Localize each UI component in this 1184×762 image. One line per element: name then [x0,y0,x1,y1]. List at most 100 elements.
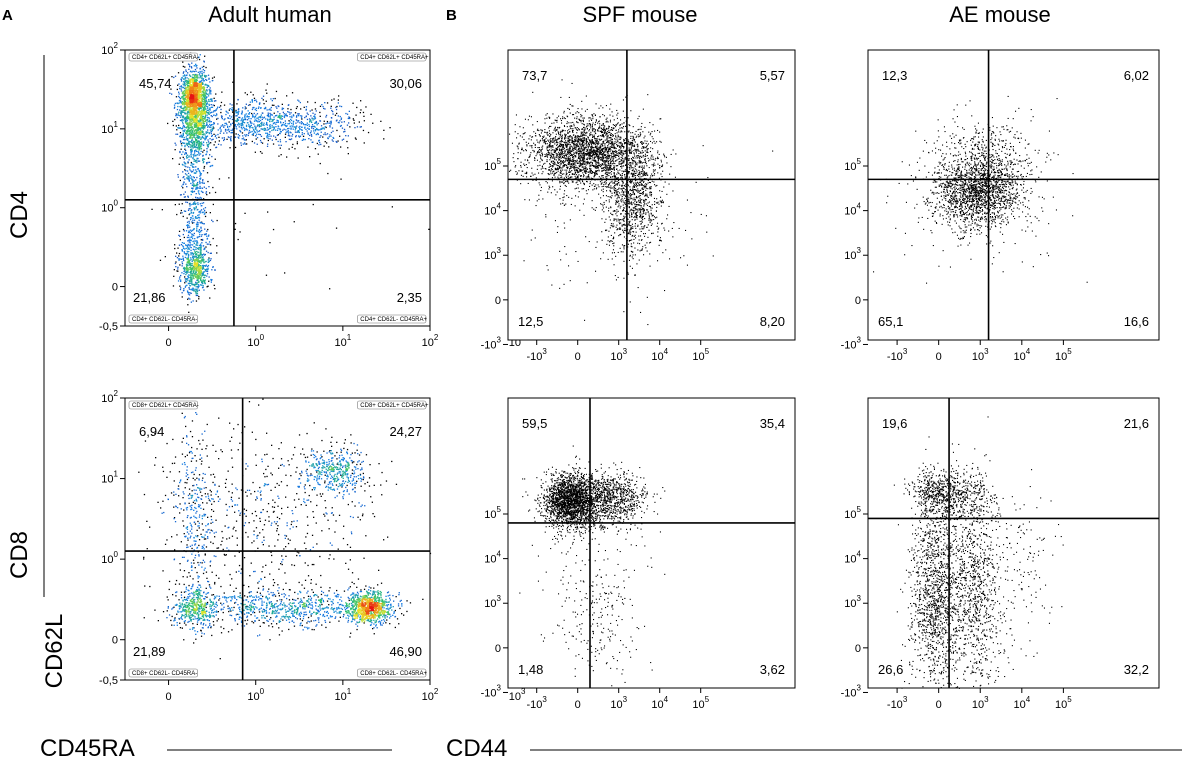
event-dot [189,244,191,246]
event-dot [348,110,350,112]
event-dot [538,134,540,136]
event-dot [180,136,182,138]
event-dot [275,123,277,125]
event-dot [551,177,553,179]
event-dot [339,135,341,137]
event-dot [252,129,255,131]
event-dot [192,84,194,86]
event-dot [339,115,341,118]
event-dot [299,135,302,137]
event-dot [190,148,193,150]
event-dot [276,119,278,121]
event-dot [632,137,634,139]
event-dot [195,101,198,103]
event-dot [209,109,211,111]
event-dot [292,124,294,126]
event-dot [190,80,192,82]
event-dot [241,117,244,119]
event-dot [211,135,213,137]
event-dot [185,143,188,145]
event-dot [286,115,288,117]
event-dot [208,132,210,134]
event-dot [196,188,198,190]
event-dot [282,122,285,124]
event-dot [185,281,188,283]
event-dot [197,265,199,267]
event-dot [192,244,194,246]
event-dot [189,101,191,104]
event-dot [555,133,557,135]
event-dot [193,106,196,108]
event-dot [539,151,541,153]
event-dot [207,259,209,261]
event-dot [312,112,314,114]
event-dot [184,178,186,180]
event-dot [197,261,199,263]
event-dot [199,171,201,173]
event-dot [185,127,188,129]
event-dot [343,128,346,131]
event-dot [563,173,565,175]
event-dot [598,120,600,122]
event-dot [186,284,188,286]
event-dot [183,85,185,87]
event-dot [314,122,316,124]
event-dot [537,141,539,143]
event-dot [251,100,254,102]
event-dot [184,286,186,288]
event-dot [187,99,189,101]
event-dot [183,193,185,195]
event-dot [184,102,186,104]
event-dot [306,130,308,132]
event-dot [182,123,184,125]
event-dot [201,202,203,204]
event-dot [179,179,181,182]
event-dot [188,116,190,118]
event-dot [557,162,559,164]
event-dot [331,127,334,129]
event-dot [191,94,193,97]
event-dot [251,140,253,143]
row-label-cd4: CD4 [6,191,33,239]
event-dot [198,111,200,113]
event-dot [280,154,282,156]
event-dot [200,106,202,108]
event-dot [204,139,206,141]
event-dot [190,252,192,254]
event-dot [294,131,297,133]
event-dot [551,140,553,142]
event-dot [194,283,197,285]
event-dot [544,153,546,155]
event-dot [583,168,585,170]
event-dot [585,166,587,168]
event-dot [570,160,572,162]
event-dot [611,140,613,142]
event-dot [266,114,268,117]
event-dot [196,85,198,88]
event-dot [191,134,193,136]
event-dot [196,288,198,290]
event-dot [194,217,197,219]
event-dot [205,136,207,139]
event-dot [189,259,191,262]
event-dot [558,159,560,161]
event-dot [339,125,342,127]
event-dot [570,122,572,124]
event-dot [194,265,196,268]
event-dot [195,125,197,128]
event-dot [200,127,202,129]
event-dot [272,120,274,122]
event-dot [195,132,197,134]
event-dot [320,131,322,133]
event-dot [209,138,211,140]
event-dot [183,74,186,76]
event-dot [188,106,191,109]
event-dot [389,127,391,129]
event-dot [188,156,190,158]
event-dot [621,143,623,145]
event-dot [265,274,268,276]
event-dot [319,162,321,165]
event-dot [253,130,256,132]
event-dot [629,141,631,143]
event-dot [202,286,204,288]
